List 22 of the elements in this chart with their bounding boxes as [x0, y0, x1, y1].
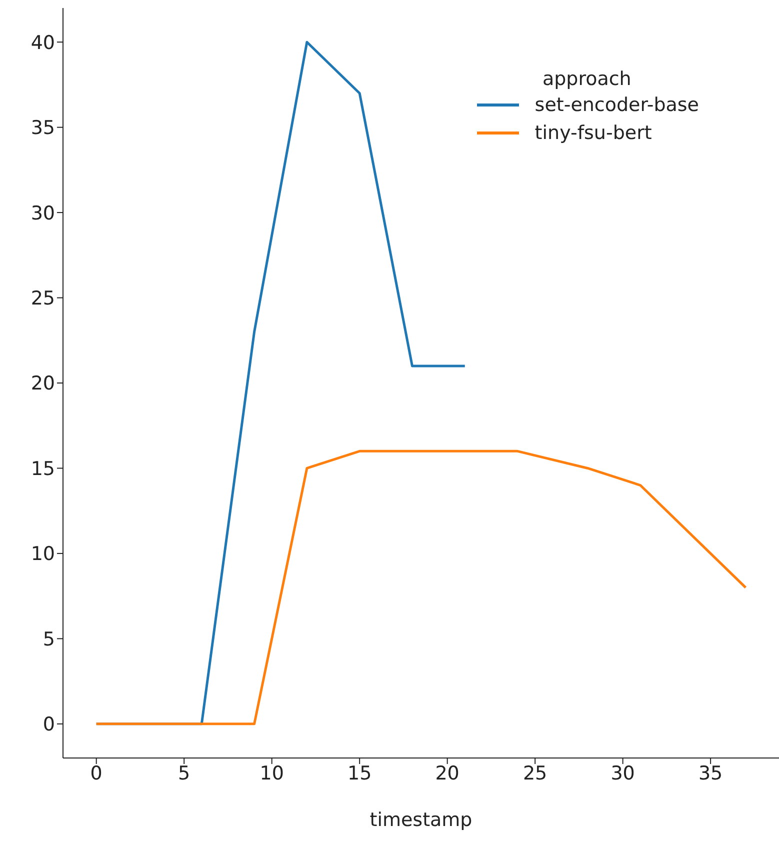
x-tick-label: 20: [435, 762, 460, 784]
x-axis-title: timestamp: [370, 809, 472, 831]
y-tick-label: 25: [30, 288, 55, 310]
y-tick-label: 30: [30, 202, 55, 224]
line-series: [95, 450, 747, 726]
y-tick-label: 40: [30, 32, 55, 54]
x-tick-label: 35: [698, 762, 723, 784]
x-tick-label: 30: [610, 762, 635, 784]
x-tick-label: 10: [260, 762, 284, 784]
legend-label: set-encoder-base: [534, 94, 699, 116]
x-tick-label: 5: [178, 762, 190, 784]
y-tick-label: 5: [42, 628, 55, 650]
legend-title: approach: [541, 68, 632, 90]
y-tick-label: 0: [42, 714, 55, 736]
x-tick-label: 0: [90, 762, 102, 784]
y-tick-label: 35: [30, 117, 55, 140]
y-tick-label: 10: [30, 543, 55, 566]
y-tick-label: 20: [30, 372, 55, 395]
x-tick-label: 15: [347, 762, 372, 784]
y-tick-label: 15: [30, 458, 55, 480]
x-tick-label: 25: [522, 762, 548, 784]
legend-label: tiny-fsu-bert: [534, 122, 652, 144]
